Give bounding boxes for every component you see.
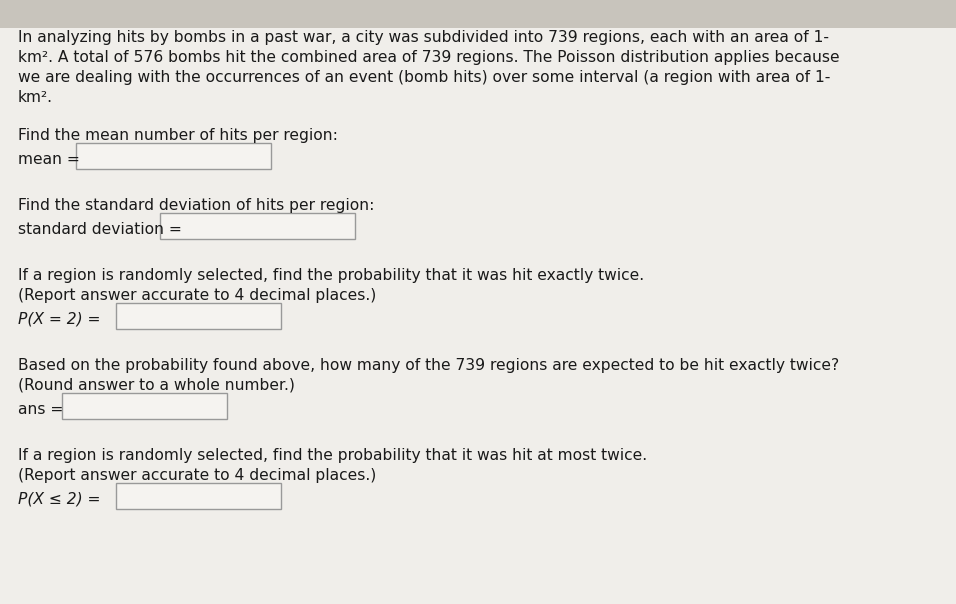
Text: standard deviation =: standard deviation = bbox=[18, 222, 182, 237]
Text: (Report answer accurate to 4 decimal places.): (Report answer accurate to 4 decimal pla… bbox=[18, 468, 377, 483]
FancyBboxPatch shape bbox=[116, 483, 281, 509]
Text: If a region is randomly selected, find the probability that it was hit at most t: If a region is randomly selected, find t… bbox=[18, 448, 647, 463]
Text: mean =: mean = bbox=[18, 152, 80, 167]
Text: P(X ≤ 2) =: P(X ≤ 2) = bbox=[18, 492, 100, 507]
Text: In analyzing hits by bombs in a past war, a city was subdivided into 739 regions: In analyzing hits by bombs in a past war… bbox=[18, 30, 829, 45]
Text: Find the standard deviation of hits per region:: Find the standard deviation of hits per … bbox=[18, 198, 375, 213]
Text: (Report answer accurate to 4 decimal places.): (Report answer accurate to 4 decimal pla… bbox=[18, 288, 377, 303]
Text: Find the mean number of hits per region:: Find the mean number of hits per region: bbox=[18, 128, 337, 143]
Text: P(X = 2) =: P(X = 2) = bbox=[18, 312, 100, 327]
Text: ans =: ans = bbox=[18, 402, 63, 417]
FancyBboxPatch shape bbox=[76, 143, 271, 169]
Text: km².: km². bbox=[18, 90, 53, 105]
FancyBboxPatch shape bbox=[160, 213, 355, 239]
Text: we are dealing with the occurrences of an event (bomb hits) over some interval (: we are dealing with the occurrences of a… bbox=[18, 70, 831, 85]
FancyBboxPatch shape bbox=[0, 0, 956, 28]
FancyBboxPatch shape bbox=[0, 28, 956, 604]
Text: km². A total of 576 bombs hit the combined area of 739 regions. The Poisson dist: km². A total of 576 bombs hit the combin… bbox=[18, 50, 839, 65]
Text: (Round answer to a whole number.): (Round answer to a whole number.) bbox=[18, 378, 294, 393]
Text: If a region is randomly selected, find the probability that it was hit exactly t: If a region is randomly selected, find t… bbox=[18, 268, 644, 283]
FancyBboxPatch shape bbox=[62, 393, 227, 419]
FancyBboxPatch shape bbox=[116, 303, 281, 329]
Text: Based on the probability found above, how many of the 739 regions are expected t: Based on the probability found above, ho… bbox=[18, 358, 839, 373]
